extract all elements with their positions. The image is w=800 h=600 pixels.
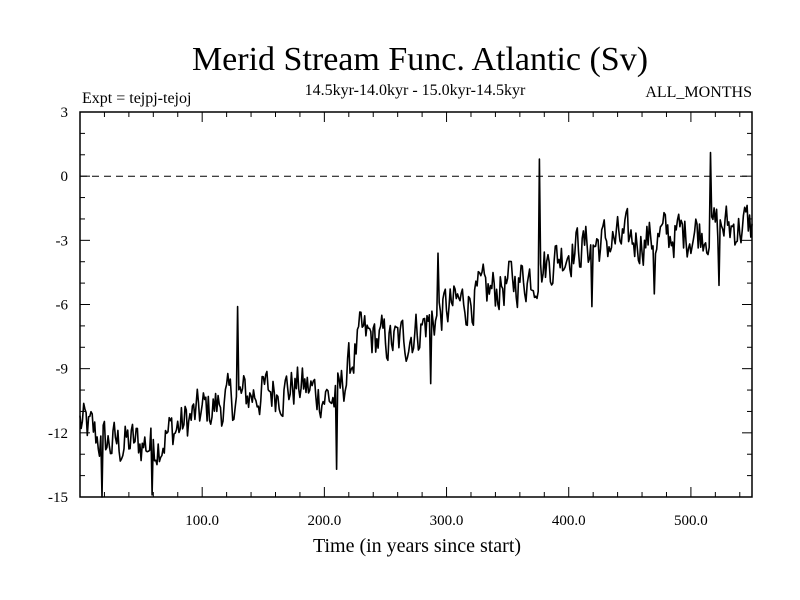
x-axis-ticks — [103, 112, 741, 497]
data-series-line — [79, 151, 753, 498]
x-tick-label: 100.0 — [185, 513, 219, 529]
chart-subtitle: 14.5kyr-14.0kyr - 15.0kyr-14.5kyr — [305, 82, 526, 99]
y-tick-label: -3 — [56, 233, 69, 249]
x-tick-label: 400.0 — [552, 513, 586, 529]
y-tick-label: -12 — [48, 426, 68, 442]
y-tick-label: 3 — [61, 105, 69, 121]
x-tick-label: 300.0 — [430, 513, 464, 529]
y-tick-label: -15 — [48, 490, 68, 506]
x-tick-label: 200.0 — [307, 513, 341, 529]
y-tick-label: -9 — [56, 362, 69, 378]
y-tick-label: 0 — [61, 169, 69, 185]
y-axis-tick-labels: 3 0 -3 -6 -9 -12 -15 — [48, 105, 68, 506]
y-axis-ticks — [80, 132, 752, 477]
experiment-label: Expt = tejpj-tejoj — [82, 90, 191, 107]
plot-frame — [79, 111, 753, 498]
chart-title: Merid Stream Func. Atlantic (Sv) — [192, 41, 648, 78]
x-tick-label: 500.0 — [674, 513, 708, 529]
y-tick-label: -6 — [56, 298, 69, 314]
x-axis-tick-labels: 100.0 200.0 300.0 400.0 500.0 — [185, 513, 707, 529]
months-label: ALL_MONTHS — [645, 84, 752, 101]
x-axis-label: Time (in years since start) — [313, 535, 521, 557]
